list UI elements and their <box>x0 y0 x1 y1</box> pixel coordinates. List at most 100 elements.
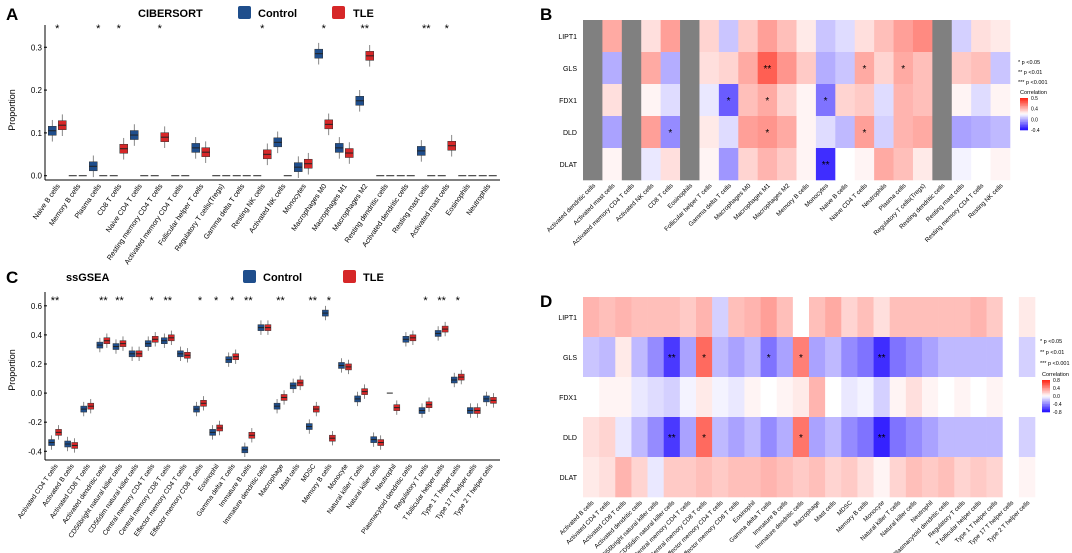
heatmap-cell <box>912 20 933 53</box>
legend-tle-swatch <box>332 6 345 19</box>
colorbar-step <box>1042 380 1050 382</box>
heatmap-cell <box>889 417 907 458</box>
ytick-label: 0.0 <box>31 172 43 181</box>
significance-mark: * <box>456 295 461 307</box>
heatmap-cell <box>712 377 729 418</box>
heatmap-cell <box>738 20 758 53</box>
colorbar-step <box>1042 405 1050 408</box>
heatmap-cell <box>631 417 648 458</box>
heatmap-cell <box>599 297 616 338</box>
heatmap-star: ** <box>878 433 886 444</box>
heatmap-cell <box>712 417 729 458</box>
significance-mark: ** <box>437 295 446 307</box>
heatmap-star: * <box>901 64 905 75</box>
heatmap-row-label: FDX1 <box>559 98 577 105</box>
heatmap-cell <box>932 52 953 85</box>
ytick-label: 0.4 <box>31 331 43 340</box>
ytick-label: 0.3 <box>31 43 43 52</box>
significance-mark: ** <box>164 295 173 307</box>
heatmap-star: ** <box>878 353 886 364</box>
colorbar-step <box>1020 114 1028 116</box>
heatmap-cell <box>757 52 778 85</box>
heatmap-cell <box>699 148 720 181</box>
heatmap-cell <box>615 417 632 458</box>
panel-b-label: B <box>540 5 552 24</box>
heatmap-cell <box>680 116 700 149</box>
heatmap-cell <box>1018 337 1036 378</box>
heatmap-star: * <box>727 96 731 107</box>
heatmap-cell <box>777 20 797 53</box>
heatmap-row-label: DLAT <box>560 475 578 482</box>
heatmap-cell <box>854 148 875 181</box>
significance-mark: ** <box>115 295 124 307</box>
heatmap-cell <box>699 84 720 117</box>
heatmap-cell <box>951 84 972 117</box>
heatmap-cell <box>970 457 987 498</box>
heatmap-cell <box>815 20 836 53</box>
heatmap-star: ** <box>668 433 676 444</box>
heatmap-cell <box>938 457 955 498</box>
heatmap-star: * <box>702 433 706 444</box>
significance-mark: ** <box>244 295 253 307</box>
legend-c-tle-label: TLE <box>363 272 384 284</box>
colorbar-step <box>1020 122 1028 124</box>
colorbar-step <box>1042 408 1050 411</box>
heatmap-cell <box>954 457 971 498</box>
heatmap-cell <box>874 84 894 117</box>
heatmap-cell <box>712 457 729 498</box>
heatmap-cell <box>971 20 991 53</box>
heatmap-cell <box>809 377 826 418</box>
heatmap-cell <box>986 457 1004 498</box>
heatmap-cell <box>922 377 939 418</box>
heatmap-cell <box>599 417 616 458</box>
heatmap-cell <box>647 457 665 498</box>
legend-control-swatch <box>238 6 251 19</box>
heatmap-cell <box>602 52 623 85</box>
colorbar-step <box>1020 115 1028 118</box>
significance-mark: ** <box>276 295 285 307</box>
heatmap-cell <box>857 377 874 418</box>
heatmap-cell <box>680 84 700 117</box>
heatmap-cell <box>825 457 842 498</box>
heatmap-cell <box>905 457 923 498</box>
heatmap-cell <box>663 377 681 418</box>
sig-legend-d-1: * p <0.05 <box>1040 339 1062 345</box>
heatmap-cell <box>986 297 1004 338</box>
colorbar-step <box>1042 407 1050 410</box>
heatmap-row-label: DLAT <box>560 162 578 169</box>
heatmap-cell <box>602 84 623 117</box>
heatmap-cell <box>854 84 875 117</box>
heatmap-cell <box>970 417 987 458</box>
heatmap-cell <box>796 84 817 117</box>
sig-legend-d-3: *** p <0.001 <box>1040 361 1070 367</box>
heatmap-cell <box>641 20 661 53</box>
significance-mark: * <box>214 295 219 307</box>
heatmap-row-label: GLS <box>563 355 577 362</box>
heatmap-cell <box>680 148 700 181</box>
heatmap-cell <box>922 457 939 498</box>
heatmap-cell <box>835 52 856 85</box>
heatmap-row-label: LIPT1 <box>558 34 577 41</box>
heatmap-cell <box>738 52 758 85</box>
heatmap-cell <box>738 148 758 181</box>
heatmap-cell <box>718 20 739 53</box>
significance-mark: * <box>117 23 122 35</box>
heatmap-cell <box>932 116 953 149</box>
colorbar-step <box>1042 394 1050 397</box>
heatmap-cell <box>621 20 642 53</box>
colorbar-title: Correlation <box>1042 372 1069 378</box>
heatmap-cell <box>1002 337 1020 378</box>
heatmap-cell <box>970 337 987 378</box>
heatmap-cell <box>825 377 842 418</box>
colorbar-title: Correlation <box>1020 90 1047 96</box>
heatmap-cell <box>835 116 856 149</box>
heatmap-cell <box>954 337 971 378</box>
heatmap-cell <box>728 377 745 418</box>
significance-mark: ** <box>308 295 317 307</box>
sig-legend-1: * p <0.05 <box>1018 60 1040 66</box>
heatmap-cell <box>854 20 875 53</box>
heatmap-cell <box>738 116 758 149</box>
heatmap-cell <box>990 148 1011 181</box>
heatmap-cell <box>660 148 681 181</box>
heatmap-cell <box>583 148 603 181</box>
